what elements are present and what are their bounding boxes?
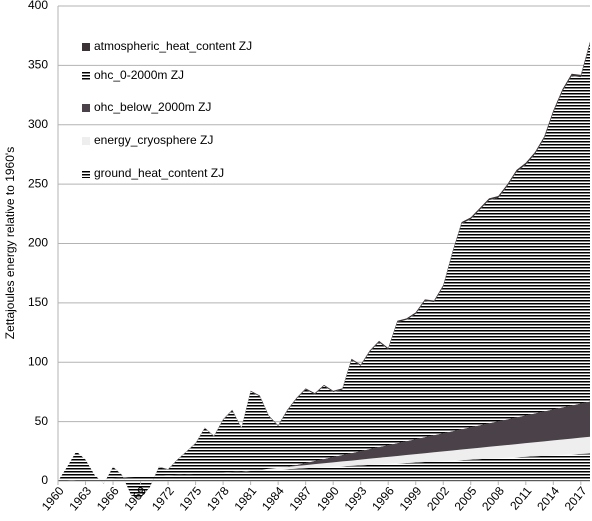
x-tick-label: 1981 <box>231 484 259 514</box>
x-tick-label: 2002 <box>424 484 452 514</box>
y-tick-label: 300 <box>28 117 48 131</box>
legend-label: ohc_below_2000m ZJ <box>94 100 211 114</box>
legend-label: atmospheric_heat_content ZJ <box>94 39 252 53</box>
y-axis-label: Zettajoules energy relative to 1960's <box>3 147 17 339</box>
y-tick-label: 150 <box>28 295 48 309</box>
x-tick-label: 1999 <box>397 484 425 514</box>
x-tick-label: 1975 <box>176 484 204 514</box>
x-tick-label: 1972 <box>149 484 177 514</box>
legend-swatch <box>82 72 90 80</box>
area <box>58 401 590 481</box>
legend-swatch <box>82 104 90 112</box>
y-tick-label: 100 <box>28 354 48 368</box>
area <box>58 43 590 498</box>
x-tick-label: 2014 <box>534 484 562 514</box>
x-tick-label: 1996 <box>369 484 397 514</box>
legend-swatch <box>82 170 90 178</box>
y-tick-label: 350 <box>28 58 48 72</box>
x-tick-label: 1963 <box>66 484 94 514</box>
x-tick-label: 1966 <box>94 484 122 514</box>
x-tick-label: 2008 <box>479 484 507 514</box>
legend-swatch <box>82 137 90 145</box>
x-tick-label: 1984 <box>259 484 287 514</box>
y-tick-label: 400 <box>28 0 48 12</box>
legend-swatch <box>82 43 90 51</box>
y-tick-label: 50 <box>35 414 49 428</box>
y-tick-label: 250 <box>28 176 48 190</box>
x-tick-label: 1978 <box>204 484 232 514</box>
legend-label: ground_heat_content ZJ <box>94 166 224 180</box>
x-tick-label: 1990 <box>314 484 342 514</box>
area <box>58 436 590 481</box>
x-tick-label: 2017 <box>562 484 590 514</box>
x-tick-label: 1960 <box>39 484 67 514</box>
legend-label: energy_cryosphere ZJ <box>94 133 213 147</box>
x-tick-label: 2005 <box>452 484 480 514</box>
x-tick-label: 1987 <box>286 484 314 514</box>
x-tick-label: 1993 <box>342 484 370 514</box>
legend-label: ohc_0-2000m ZJ <box>94 68 184 82</box>
y-tick-label: 200 <box>28 236 48 250</box>
y-tick-label: 0 <box>41 473 48 487</box>
x-tick-label: 2011 <box>507 484 535 513</box>
